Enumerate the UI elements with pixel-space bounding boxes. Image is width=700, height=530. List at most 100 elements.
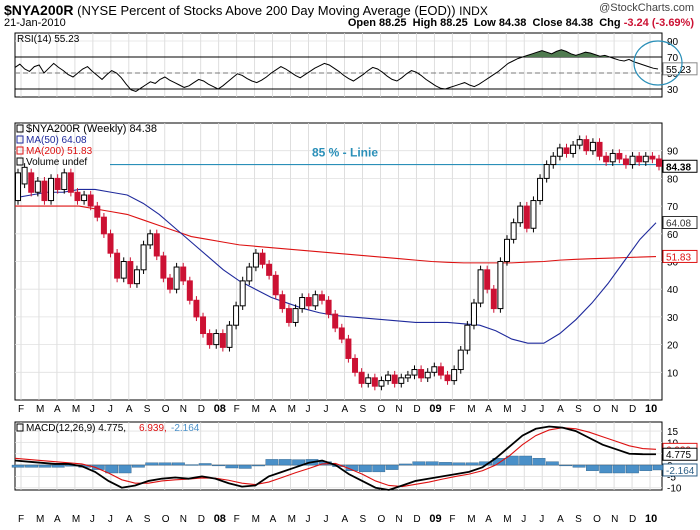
hist-value: -2.164 — [666, 466, 695, 477]
candle-body — [54, 177, 61, 190]
stockcharts-logo[interactable]: @StockCharts.com — [599, 2, 694, 14]
candle-body — [497, 261, 504, 310]
candle-body — [233, 305, 240, 326]
rsi-line — [14, 49, 659, 92]
candle-body — [246, 266, 253, 282]
macd-tick-label: -5 — [667, 472, 676, 483]
x-tick-label: J — [324, 514, 329, 525]
candle-body — [556, 147, 563, 157]
price-tick-label: 10 — [667, 368, 679, 379]
legend-swatch — [16, 157, 24, 166]
x-tick-label: M — [72, 404, 80, 415]
x-tick-label: J — [521, 404, 526, 415]
x-tick-label: M — [72, 514, 80, 525]
candle-body — [385, 374, 392, 382]
candle-body — [338, 327, 345, 340]
x-tick-label: A — [270, 514, 277, 525]
x-tick-label: D — [629, 404, 636, 415]
macd-line — [14, 425, 657, 491]
candle-body — [140, 244, 147, 271]
histogram-bar — [532, 458, 546, 466]
histogram-bar — [91, 464, 105, 470]
x-tick-label: A — [557, 404, 564, 415]
candle-body — [517, 205, 524, 224]
candle-body — [603, 155, 610, 163]
low-label: Low — [473, 17, 496, 29]
chart-header: $NYA200R (NYSE Percent of Stocks Above 2… — [0, 0, 700, 30]
x-tick-label: 09 — [429, 513, 441, 525]
histogram-bar — [612, 464, 626, 474]
candle-body — [15, 172, 21, 202]
x-tick-label: A — [126, 514, 133, 525]
candle-body — [656, 158, 662, 167]
histogram-bar — [412, 461, 426, 466]
histogram-bar — [118, 464, 132, 474]
x-tick-label: A — [485, 514, 492, 525]
candle-body — [285, 308, 292, 323]
x-tick-label: S — [575, 404, 582, 415]
x-tick-label: 10 — [645, 513, 657, 525]
x-tick-label: S — [359, 404, 366, 415]
histogram-bar — [492, 458, 506, 466]
rsi-tick-label: 70 — [667, 53, 679, 64]
x-tick-label: 09 — [429, 403, 441, 415]
x-tick-label: D — [198, 404, 205, 415]
histogram-bar — [212, 464, 225, 467]
histogram-bar — [519, 455, 533, 466]
x-tick-label: J — [306, 514, 311, 525]
macd-tick-label: 15 — [667, 427, 679, 438]
candle-body — [484, 269, 491, 290]
x-tick-label: M — [467, 404, 475, 415]
candle-body — [114, 252, 121, 279]
candle-body — [649, 155, 656, 160]
candle-body — [589, 141, 596, 152]
x-tick-label: M — [252, 514, 260, 525]
candle-body — [226, 324, 233, 348]
chart-title: $NYA200R (NYSE Percent of Stocks Above 2… — [4, 2, 488, 18]
macd-signal-legend: 6.939, — [139, 423, 167, 434]
candle-body — [213, 333, 220, 346]
candle-body — [252, 252, 259, 268]
legend-swatch — [16, 423, 24, 432]
price-tick-label: 20 — [667, 341, 679, 352]
x-tick-label: N — [611, 514, 618, 525]
x-tick-label: D — [629, 514, 636, 525]
x-tick-label: J — [90, 514, 95, 525]
x-tick-label: J — [324, 404, 329, 415]
x-tick-label: S — [144, 514, 151, 525]
candle-body — [596, 141, 603, 157]
candle-body — [100, 216, 107, 235]
symbol: $NYA200R — [4, 2, 74, 18]
price-tick-label: 50 — [667, 258, 679, 269]
histogram-bar — [505, 455, 519, 466]
candle-body — [61, 172, 68, 190]
candle-body — [576, 139, 583, 146]
x-tick-label: N — [611, 404, 618, 415]
x-tick-label: N — [395, 404, 402, 415]
histogram-bar — [626, 464, 639, 474]
x-tick-label: M — [288, 404, 296, 415]
candle-body — [391, 374, 398, 384]
candle-body — [332, 313, 339, 329]
macd-value-box — [662, 447, 698, 461]
x-tick-label: 08 — [214, 513, 226, 525]
x-tick-label: J — [108, 404, 113, 415]
x-tick-label: F — [449, 404, 455, 415]
panel-frame-macd — [14, 421, 663, 491]
candle-body — [318, 294, 325, 301]
candle-body — [352, 357, 359, 373]
candle-body — [444, 374, 451, 382]
candle-body — [398, 377, 405, 384]
price-tick-label: 30 — [667, 313, 679, 324]
candle-body — [504, 238, 511, 262]
ohlc-summary: Open 88.25 High 88.25 Low 84.38 Close 84… — [348, 17, 694, 29]
volume-legend: Volume undef — [26, 157, 87, 168]
ma50-legend: MA(50) 64.08 — [26, 135, 87, 146]
candle-body — [21, 166, 28, 185]
histogram-bar — [11, 464, 25, 468]
x-tick-label: A — [485, 404, 492, 415]
candle-body — [470, 302, 477, 326]
ma200-value-box — [662, 249, 698, 263]
candle-body — [180, 266, 187, 282]
